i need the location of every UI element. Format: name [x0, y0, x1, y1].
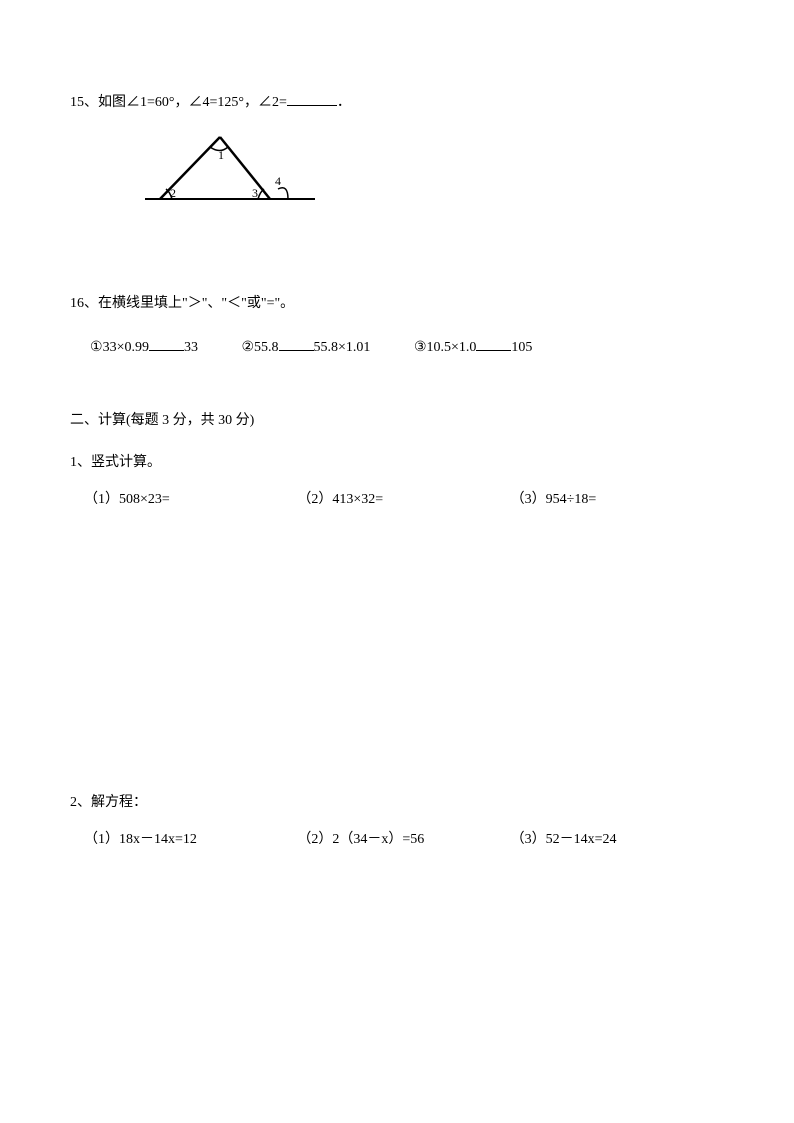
- triangle-svg: 1 2 3 4: [140, 129, 320, 209]
- q16-item-3: ③10.5×1.0 105: [414, 335, 532, 359]
- p2-expr: 413×32=: [332, 492, 383, 507]
- q16-items: ①33×0.99 33 ②55.8 55.8×1.01 ③10.5×1.0 105: [90, 335, 724, 359]
- q16-blank-3: [476, 335, 511, 351]
- part1-problem-1: （1）508×23=: [84, 489, 297, 511]
- angle3-arc: [258, 189, 264, 199]
- q16-item1-right: 33: [184, 340, 198, 355]
- q16-item2-left: 55.8: [254, 340, 279, 355]
- part2-title: 2、解方程：: [70, 795, 147, 810]
- q15-text-suffix: ．: [337, 95, 351, 110]
- p3-expr: 954÷18=: [546, 492, 597, 507]
- triangle-diagram: 1 2 3 4: [140, 129, 724, 217]
- angle4-label: 4: [275, 174, 281, 188]
- angle2-label: 2: [170, 186, 176, 200]
- left-side: [160, 137, 220, 199]
- part1-problem-2: （2）413×32=: [297, 489, 510, 511]
- pp2-num: （2）: [297, 832, 332, 847]
- q16-item1-num: ①: [90, 340, 103, 355]
- p1-num: （1）: [84, 492, 119, 507]
- question-15: 15、如图∠1=60°，∠4=125°，∠2= ．: [70, 90, 724, 114]
- q16-item-2: ②55.8 55.8×1.01: [241, 335, 370, 359]
- part1-title: 1、竖式计算。: [70, 455, 161, 470]
- q16-item2-num: ②: [241, 340, 254, 355]
- q16-prompt: 16、在横线里填上"＞"、"＜"或"="。: [70, 296, 294, 311]
- q16-blank-1: [149, 335, 184, 351]
- pp1-num: （1）: [84, 832, 119, 847]
- part2-problem-3: （3）52－14x=24: [511, 829, 724, 851]
- q15-text-prefix: 15、如图∠1=60°，∠4=125°，∠2=: [70, 95, 287, 110]
- angle1-label: 1: [218, 148, 224, 162]
- q15-blank: [287, 90, 337, 106]
- angle4-arc: [278, 188, 288, 199]
- section2-part2-title: 2、解方程：: [70, 792, 724, 814]
- p2-num: （2）: [297, 492, 332, 507]
- part1-problem-3: （3）954÷18=: [511, 489, 724, 511]
- question-16: 16、在横线里填上"＞"、"＜"或"="。: [70, 293, 724, 315]
- part1-problems: （1）508×23= （2）413×32= （3）954÷18=: [84, 489, 724, 511]
- q16-item1-left: 33×0.99: [103, 340, 149, 355]
- part2-problem-1: （1）18x－14x=12: [84, 829, 297, 851]
- part2-problems: （1）18x－14x=12 （2）2（34－x）=56 （3）52－14x=24: [84, 829, 724, 851]
- q16-item3-num: ③: [414, 340, 427, 355]
- pp2-expr: 2（34－x）=56: [332, 832, 424, 847]
- angle3-label: 3: [252, 186, 258, 200]
- p3-num: （3）: [511, 492, 546, 507]
- p1-expr: 508×23=: [119, 492, 170, 507]
- q16-item-1: ①33×0.99 33: [90, 335, 198, 359]
- q16-item3-right: 105: [511, 340, 532, 355]
- q16-blank-2: [279, 335, 314, 351]
- pp3-num: （3）: [511, 832, 546, 847]
- pp1-expr: 18x－14x=12: [119, 832, 197, 847]
- section-2-title: 二、计算(每题 3 分，共 30 分): [70, 410, 724, 432]
- pp3-expr: 52－14x=24: [546, 832, 617, 847]
- q16-item2-right: 55.8×1.01: [314, 340, 371, 355]
- section2-part1-title: 1、竖式计算。: [70, 452, 724, 474]
- section2-title-text: 二、计算(每题 3 分，共 30 分): [70, 413, 254, 428]
- part2-problem-2: （2）2（34－x）=56: [297, 829, 510, 851]
- q16-item3-left: 10.5×1.0: [427, 340, 477, 355]
